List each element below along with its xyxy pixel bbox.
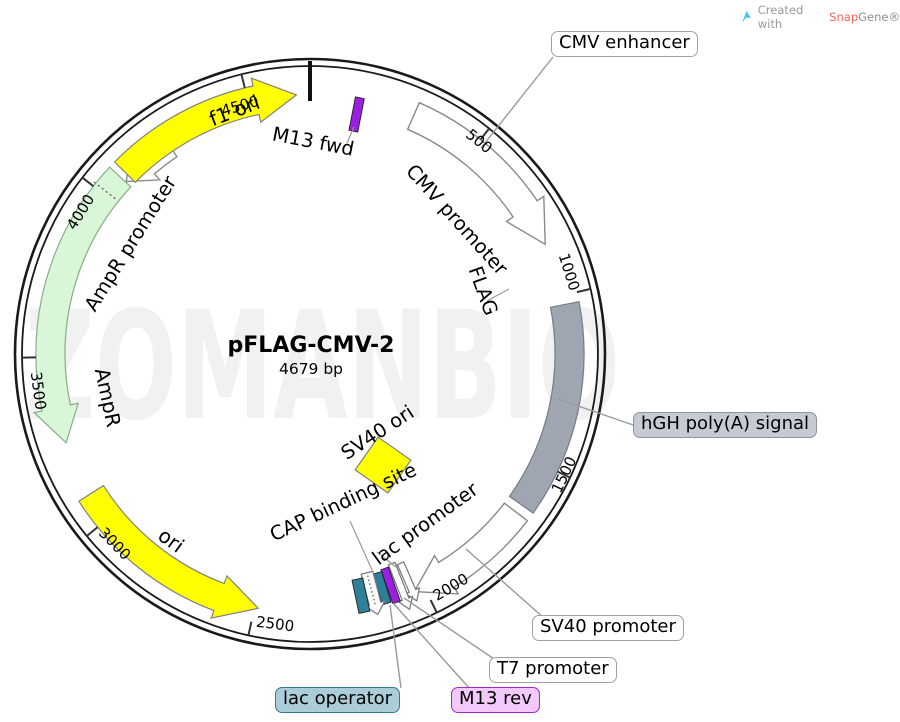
tick-label-3500: 3500	[27, 371, 50, 411]
lac-operator-leader-line	[389, 604, 402, 689]
callout-hgh-polya-signal: hGH poly(A) signal	[633, 412, 818, 438]
plasmid-title: pFLAG-CMV-2	[228, 333, 395, 358]
feature-bar-m13-rev	[380, 566, 401, 605]
credit-text: Created with	[757, 3, 804, 31]
snapgene-credit: Created with SnapGene®	[741, 3, 900, 31]
tick-4500	[240, 74, 246, 89]
feature-arc-cmv-promoter	[406, 101, 546, 246]
flag-pointer-line	[486, 288, 510, 302]
tick-1500	[557, 470, 571, 479]
feature-bar-m13-fwd	[348, 96, 365, 133]
tick-2000	[429, 599, 438, 614]
cap-binding-site-pointer-line	[349, 520, 373, 571]
feature-arc-hgh-polya	[508, 300, 585, 514]
feature-arc-ampr	[32, 166, 132, 444]
tick-1000	[576, 287, 591, 294]
feature-arc-f1-ori	[113, 77, 298, 184]
tick-500	[479, 127, 490, 141]
credit-brand: SnapGene®	[829, 10, 900, 24]
m13-fwd-pointer-line	[346, 126, 355, 144]
callout-cmv-enhancer: CMV enhancer	[551, 31, 698, 57]
tick-label-2500: 2500	[255, 613, 295, 636]
feature-arc-ori	[78, 484, 260, 619]
feature-bar-lac-operator-a	[351, 577, 371, 615]
tick-3000	[86, 526, 99, 537]
t7-promoter-leader-line	[403, 597, 498, 662]
sv40-promoter-leader-line	[465, 548, 546, 620]
watermark-text: ZOMANBIO	[25, 280, 620, 454]
hgh-polya-leader-line	[557, 398, 637, 427]
tick-4000	[81, 176, 95, 187]
callout-sv40-promoter: SV40 promoter	[532, 615, 684, 641]
leaders-layer	[93, 56, 637, 690]
feature-sv40-ori	[354, 436, 412, 494]
features-layer	[21, 74, 591, 636]
feature-label-m13-fwd: M13 fwd	[270, 122, 356, 160]
feature-bar-t7-promoter	[396, 561, 421, 602]
cmv-enhancer-leader-line	[480, 56, 554, 149]
m13-rev-leader-line	[392, 602, 471, 690]
tick-2500	[247, 621, 253, 636]
lac-promoter-pointer-line	[376, 551, 397, 568]
callout-lac-operator: lac operator	[275, 687, 401, 713]
callout-m13-rev: M13 rev	[451, 687, 540, 713]
callout-t7-promoter: T7 promoter	[489, 657, 617, 683]
snapgene-icon	[741, 10, 751, 23]
plasmid-size: 4679 bp	[279, 360, 343, 378]
outer-ring	[13, 57, 607, 651]
